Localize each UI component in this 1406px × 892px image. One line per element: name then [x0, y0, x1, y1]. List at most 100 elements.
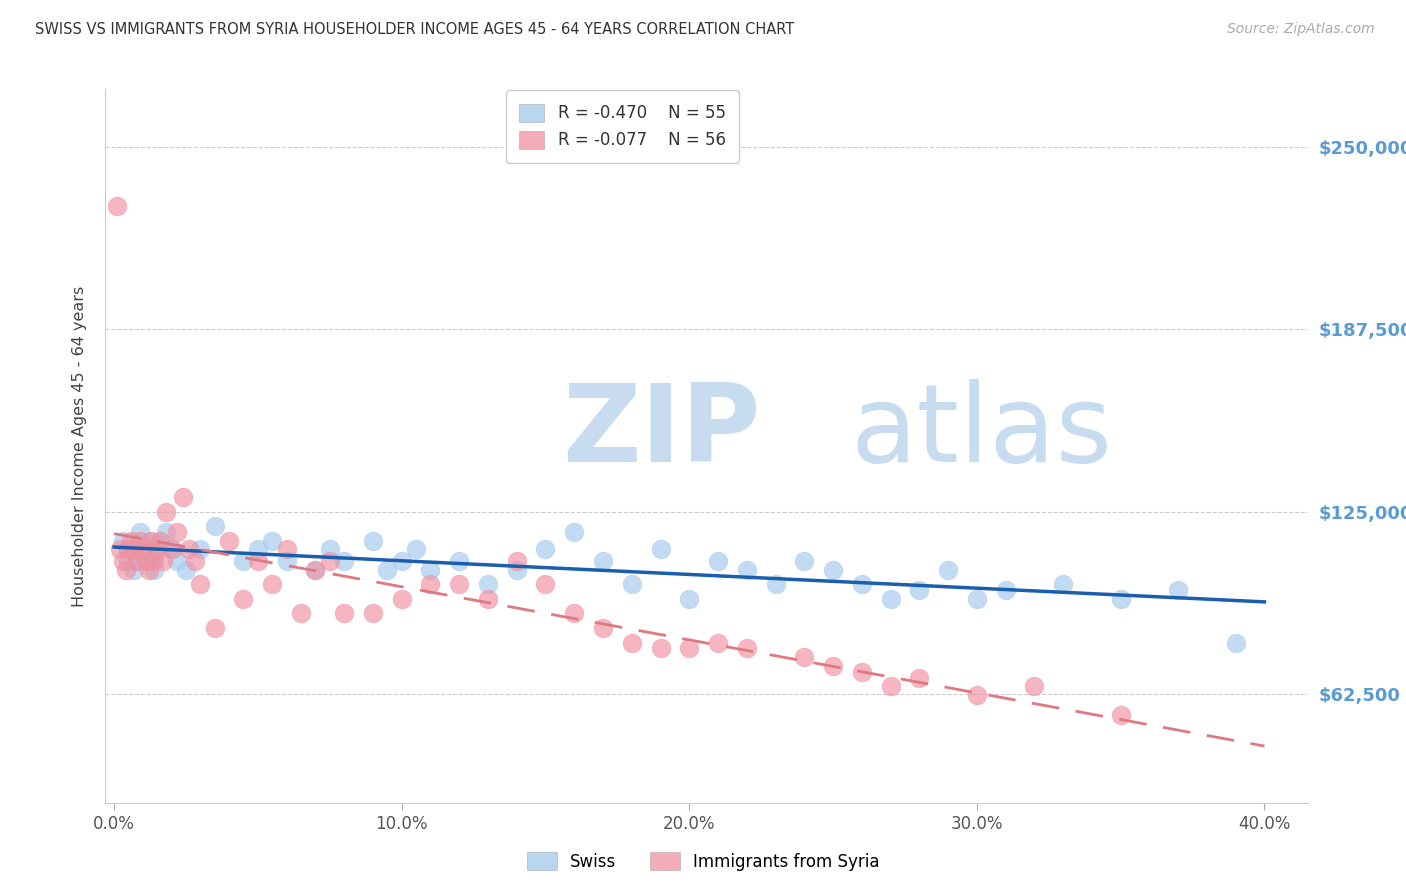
Point — [908, 583, 931, 598]
Y-axis label: Householder Income Ages 45 - 64 years: Householder Income Ages 45 - 64 years — [72, 285, 87, 607]
Point — [562, 607, 585, 621]
Point — [449, 577, 471, 591]
Point — [188, 542, 212, 557]
Point — [994, 583, 1017, 598]
Point — [592, 554, 614, 568]
Point — [120, 533, 142, 548]
Point — [1109, 591, 1132, 606]
Point — [232, 591, 254, 606]
Point — [149, 533, 172, 548]
Point — [735, 641, 758, 656]
Point — [851, 577, 873, 591]
Point — [506, 554, 529, 568]
Point — [735, 563, 758, 577]
Point — [149, 533, 172, 548]
Point — [707, 554, 730, 568]
Point — [678, 641, 700, 656]
Point — [361, 533, 384, 548]
Point — [879, 591, 901, 606]
Point — [143, 563, 166, 577]
Point — [304, 563, 326, 577]
Point — [449, 554, 471, 568]
Point — [936, 563, 959, 577]
Point — [174, 563, 197, 577]
Point — [534, 542, 557, 557]
Point — [127, 554, 149, 568]
Point — [117, 542, 139, 557]
Point — [138, 563, 160, 577]
Point — [765, 577, 787, 591]
Point — [132, 542, 155, 557]
Point — [135, 554, 157, 568]
Point — [650, 641, 672, 656]
Point — [141, 533, 163, 548]
Point — [246, 542, 269, 557]
Point — [821, 659, 844, 673]
Point — [391, 591, 413, 606]
Point — [375, 563, 398, 577]
Point — [146, 542, 169, 557]
Point — [166, 524, 188, 539]
Point — [821, 563, 844, 577]
Point — [620, 577, 643, 591]
Point — [152, 554, 174, 568]
Point — [108, 542, 131, 557]
Point — [204, 519, 226, 533]
Point — [122, 563, 145, 577]
Point — [276, 542, 298, 557]
Point — [966, 688, 988, 702]
Point — [129, 524, 152, 539]
Point — [419, 563, 441, 577]
Point — [262, 577, 284, 591]
Point — [262, 533, 284, 548]
Point — [111, 554, 134, 568]
Text: Source: ZipAtlas.com: Source: ZipAtlas.com — [1227, 22, 1375, 37]
Point — [141, 554, 163, 568]
Point — [127, 554, 149, 568]
Point — [534, 577, 557, 591]
Point — [143, 554, 166, 568]
Point — [111, 533, 134, 548]
Point — [135, 554, 157, 568]
Point — [155, 504, 177, 518]
Point — [620, 635, 643, 649]
Point — [879, 679, 901, 693]
Point — [319, 542, 342, 557]
Point — [120, 542, 142, 557]
Point — [160, 542, 183, 557]
Point — [246, 554, 269, 568]
Point — [477, 591, 499, 606]
Point — [333, 607, 356, 621]
Point — [132, 542, 155, 557]
Point — [204, 621, 226, 635]
Point — [232, 554, 254, 568]
Point — [506, 563, 529, 577]
Point — [122, 542, 145, 557]
Point — [333, 554, 356, 568]
Point — [1052, 577, 1074, 591]
Point — [183, 554, 205, 568]
Point — [419, 577, 441, 591]
Point — [650, 542, 672, 557]
Point — [319, 554, 342, 568]
Point — [908, 671, 931, 685]
Point — [707, 635, 730, 649]
Point — [218, 533, 240, 548]
Point — [1225, 635, 1247, 649]
Point — [188, 577, 212, 591]
Text: atlas: atlas — [851, 379, 1112, 484]
Point — [793, 650, 815, 665]
Point — [1024, 679, 1046, 693]
Point — [166, 554, 188, 568]
Text: SWISS VS IMMIGRANTS FROM SYRIA HOUSEHOLDER INCOME AGES 45 - 64 YEARS CORRELATION: SWISS VS IMMIGRANTS FROM SYRIA HOUSEHOLD… — [35, 22, 794, 37]
Point — [405, 542, 427, 557]
Point — [160, 542, 183, 557]
Point — [129, 533, 152, 548]
Point — [146, 542, 169, 557]
Text: ZIP: ZIP — [562, 379, 761, 484]
Point — [592, 621, 614, 635]
Point — [290, 607, 312, 621]
Point — [1109, 708, 1132, 723]
Point — [851, 665, 873, 679]
Point — [114, 563, 136, 577]
